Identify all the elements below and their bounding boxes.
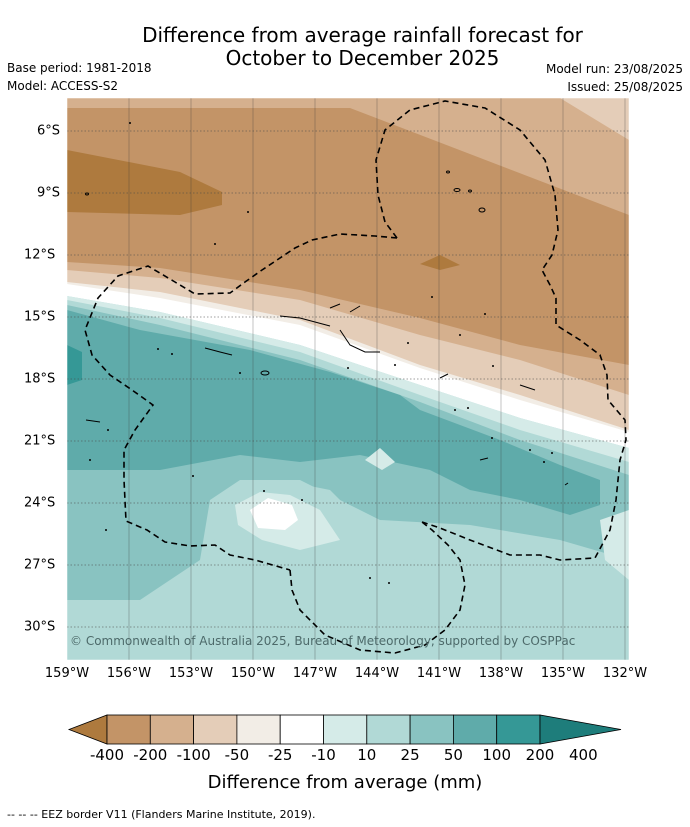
latitude-label: 12°S (24, 247, 56, 263)
map-area (67, 98, 629, 660)
colorbar-segment (149, 714, 195, 745)
latitude-label: 18°S (24, 371, 56, 387)
longitude-label: 132°W (602, 666, 648, 681)
colorbar-tick-label: 25 (400, 746, 420, 764)
band-minus400-a (67, 150, 222, 215)
patch-plus10-b (365, 448, 395, 470)
longitude-label: 156°W (106, 666, 152, 681)
colorbar-tick-label: -200 (133, 746, 168, 764)
meta-right: Model run: 23/08/2025 Issued: 25/08/2025 (546, 60, 683, 96)
latitude-label: 30°S (24, 619, 56, 635)
colorbar-tick-label: 200 (525, 746, 555, 764)
longitude-label: 144°W (354, 666, 400, 681)
latitude-label: 21°S (24, 433, 56, 449)
colorbar-tick-label: -10 (311, 746, 336, 764)
colorbar-tick-label: 400 (568, 746, 598, 764)
band-minus200 (67, 108, 629, 365)
band-minus400-b (420, 255, 460, 270)
island-dots (89, 122, 553, 584)
colorbar-tick-label: 10 (357, 746, 377, 764)
latitude-label: 9°S (37, 185, 61, 201)
colorbar-title: Difference from average (mm) (207, 772, 483, 793)
colorbar-segment (323, 714, 368, 745)
patch-plus10-c (600, 510, 629, 580)
colorbar-segment (279, 714, 324, 745)
colorbar-tick-label: -100 (176, 746, 211, 764)
colorbar-tick-label: 100 (482, 746, 512, 764)
colorbar-tick-label: -400 (89, 746, 125, 764)
longitude-label: 141°W (416, 666, 462, 681)
longitude-label: 153°W (168, 666, 214, 681)
latitude-label: 6°S (37, 123, 61, 139)
band-neutral (67, 284, 629, 448)
latitude-label: 24°S (24, 495, 56, 511)
longitude-label: 150°W (230, 666, 276, 681)
colorbar-tick-label: -50 (224, 746, 250, 764)
issued-date: Issued: 25/08/2025 (567, 80, 683, 94)
longitude-label: 147°W (292, 666, 338, 681)
band-plus200 (67, 345, 82, 385)
eez-legend-footer: -- -- -- EEZ border V11 (Flanders Marine… (7, 808, 316, 821)
lat-gridlines (67, 130, 629, 628)
colorbar-segment (193, 714, 238, 745)
colorbar-segment (496, 714, 541, 745)
colorbar-tick-label: 50 (443, 746, 463, 764)
title-line-1: Difference from average rainfall forecas… (142, 23, 583, 47)
model-name: Model: ACCESS-S2 (7, 79, 119, 93)
band-plus100-b (452, 444, 503, 472)
latitude-label: 27°S (24, 557, 56, 573)
longitude-label: 159°W (44, 666, 90, 681)
colorbar-segment (106, 714, 151, 745)
patch-neutral (250, 498, 298, 530)
title-line-2: October to December 2025 (225, 46, 500, 70)
latitude-label: 15°S (24, 309, 56, 325)
lon-gridlines (128, 98, 626, 660)
meta-left: Base period: 1981-2018 Model: ACCESS-S2 (7, 59, 152, 95)
colorbar-tick-label: -25 (267, 746, 293, 764)
model-run: Model run: 23/08/2025 (545, 62, 683, 76)
map-title: Difference from average rainfall forecas… (95, 24, 630, 70)
base-period: Base period: 1981-2018 (7, 61, 152, 75)
eez-borders (84, 100, 627, 654)
colorbar-segment (409, 714, 454, 745)
longitude-label: 138°W (478, 666, 524, 681)
colorbar-segment (236, 714, 281, 745)
colorbar-extend-low (67, 714, 108, 745)
colorbar-segment (452, 714, 498, 745)
longitude-label: 135°W (540, 666, 586, 681)
copyright-notice: © Commonwealth of Australia 2025, Bureau… (70, 634, 576, 648)
colorbar-extend-high (539, 714, 622, 745)
islands (85, 170, 569, 486)
colorbar-segment (366, 714, 411, 745)
